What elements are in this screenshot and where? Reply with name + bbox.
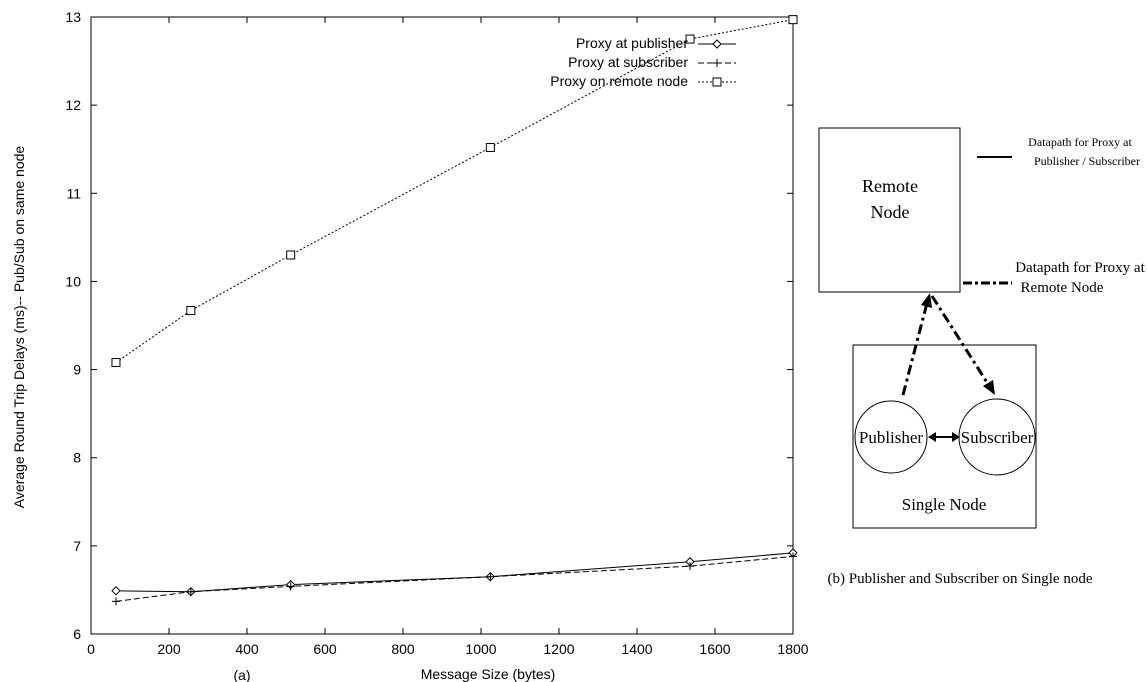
series-line-0	[115, 552, 794, 593]
x-tick-label: 1200	[543, 641, 574, 657]
x-tick-label: 0	[87, 641, 95, 657]
y-tick-label: 7	[73, 538, 81, 554]
diagram: Remote Node Publisher Subscriber Single …	[818, 127, 1146, 587]
series-line-2	[115, 19, 794, 363]
publisher-node	[854, 400, 928, 474]
legend-label-remote: Proxy on remote node	[550, 73, 688, 89]
y-tick-label: 13	[65, 9, 81, 25]
x-tick-label: 1400	[621, 641, 652, 657]
data-point-plus	[286, 582, 295, 591]
datapath-arrowhead-up	[921, 293, 932, 308]
data-point-plus	[111, 597, 120, 606]
subscriber-label: Subscriber	[961, 428, 1034, 447]
datapath-arrowhead-down	[983, 380, 995, 395]
x-axis-title: Message Size (bytes)	[421, 666, 556, 682]
legend-dash-text-line2: Remote Node	[1021, 280, 1104, 296]
x-tick-label: 200	[157, 641, 181, 657]
y-tick-label: 11	[66, 185, 81, 201]
legend-marker-remote	[712, 77, 722, 87]
y-axis-title: Average Round Trip Delays (ms)-- Pub/Sub…	[11, 146, 27, 509]
data-point-plus	[789, 552, 797, 561]
x-tick-label: 800	[391, 641, 415, 657]
legend-label-subscriber: Proxy at subscriber	[568, 54, 688, 70]
remote-node-label-line2: Node	[871, 202, 910, 222]
y-axis: 6 7 8 9 10 11 12 13	[65, 9, 793, 642]
x-tick-label: 600	[313, 641, 337, 657]
legend-solid-text-line2: Publisher / Subscriber	[1034, 154, 1140, 168]
data-point-square	[485, 142, 495, 152]
x-tick-label: 1800	[777, 641, 808, 657]
remote-node-box	[818, 127, 961, 293]
legend-marker-subscriber	[713, 59, 721, 67]
pub-sub-arrowhead-left	[928, 432, 936, 442]
y-tick-label: 6	[73, 626, 81, 642]
data-point-square	[111, 358, 121, 368]
series-layer	[111, 15, 798, 606]
data-point-diamond	[111, 586, 121, 596]
legend-dash-text-line1: Datapath for Proxy at	[1015, 260, 1145, 276]
diagram-caption: (b) Publisher and Subscriber on Single n…	[828, 571, 1093, 587]
x-tick-label: 1000	[465, 641, 496, 657]
legend-solid-text-line1: Datapath for Proxy at	[1028, 135, 1132, 149]
y-tick-label: 8	[73, 450, 81, 466]
datapath-down	[930, 295, 990, 385]
data-point-plus	[686, 562, 695, 571]
x-axis: 0 200 400 600 800 1000 1200 1400 1600 1800	[87, 17, 809, 657]
publisher-label: Publisher	[859, 428, 924, 447]
remote-node-label-line1: Remote	[862, 176, 918, 196]
legend-label-publisher: Proxy at publisher	[576, 35, 688, 51]
y-tick-label: 12	[65, 97, 81, 113]
series-line-1	[115, 555, 794, 602]
data-point-square	[788, 15, 798, 25]
plot-frame	[90, 16, 794, 635]
y-tick-label: 10	[65, 273, 81, 289]
panel-label-a: (a)	[233, 667, 250, 682]
data-point-square	[286, 250, 296, 260]
legend: Proxy at publisher Proxy at subscriber P…	[550, 35, 736, 89]
data-point-plus	[486, 572, 495, 581]
x-tick-label: 400	[235, 641, 259, 657]
data-point-square	[186, 306, 196, 316]
datapath-up	[901, 302, 929, 396]
pub-sub-arrowhead-right	[952, 432, 960, 442]
x-tick-label: 1600	[699, 641, 730, 657]
y-tick-label: 9	[73, 362, 81, 378]
data-point-plus	[186, 587, 195, 596]
single-node-label: Single Node	[902, 495, 987, 514]
legend-marker-publisher	[712, 39, 722, 49]
data-point-square	[685, 34, 695, 44]
